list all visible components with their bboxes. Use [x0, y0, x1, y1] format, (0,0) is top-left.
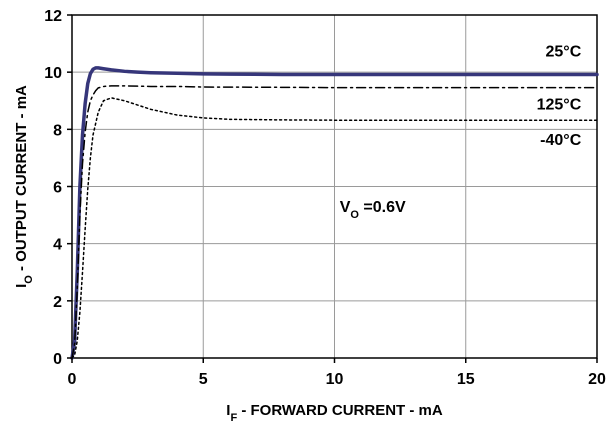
y-tick-label: 12	[44, 8, 62, 25]
y-tick-label: 8	[53, 122, 62, 139]
ticks-layer: 0 2 4 6 8 10 12 0 5 10 15 20	[44, 8, 606, 388]
vo-annotation: VO =0.6V	[340, 199, 406, 221]
y-axis-title-rest: - OUTPUT CURRENT - mA	[13, 85, 30, 275]
x-tick-label: 5	[199, 371, 208, 388]
series-label: 25°C	[546, 43, 582, 60]
series-line-25c	[70, 66, 599, 360]
series-line-125c	[71, 85, 598, 359]
x-axis-title-sub: F	[230, 412, 237, 423]
x-axis-title-rest: - FORWARD CURRENT - mA	[237, 402, 443, 419]
series-layer	[70, 66, 599, 360]
y-axis-title-main: I	[13, 284, 30, 288]
series-label: 125°C	[537, 96, 582, 113]
y-tick-label: 0	[53, 351, 62, 368]
x-axis-title: IF - FORWARD CURRENT - mA	[226, 402, 443, 423]
y-tick-label: 4	[53, 237, 62, 254]
y-tick-label: 6	[53, 180, 62, 197]
vo-annotation-main: V	[340, 199, 351, 216]
series-label: -40°C	[540, 132, 582, 149]
series-line-40c	[71, 97, 598, 359]
x-tick-label: 0	[68, 371, 77, 388]
vo-annotation-sub: O	[350, 209, 359, 221]
x-tick-label: 10	[326, 371, 344, 388]
labels-layer: 25°C 125°C -40°C	[537, 43, 582, 149]
y-tick-label: 10	[44, 65, 62, 82]
grid-layer	[71, 14, 598, 359]
y-axis-title-sub: O	[23, 275, 35, 284]
x-tick-label: 20	[588, 371, 606, 388]
vo-annotation-rest: =0.6V	[359, 199, 406, 216]
x-axis-title-main: I	[226, 402, 230, 419]
x-tick-label: 15	[457, 371, 475, 388]
y-axis-title: IO - OUTPUT CURRENT - mA	[13, 85, 35, 288]
y-tick-label: 2	[53, 294, 62, 311]
